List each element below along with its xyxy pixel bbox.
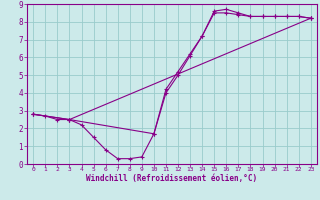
X-axis label: Windchill (Refroidissement éolien,°C): Windchill (Refroidissement éolien,°C) — [86, 174, 258, 183]
